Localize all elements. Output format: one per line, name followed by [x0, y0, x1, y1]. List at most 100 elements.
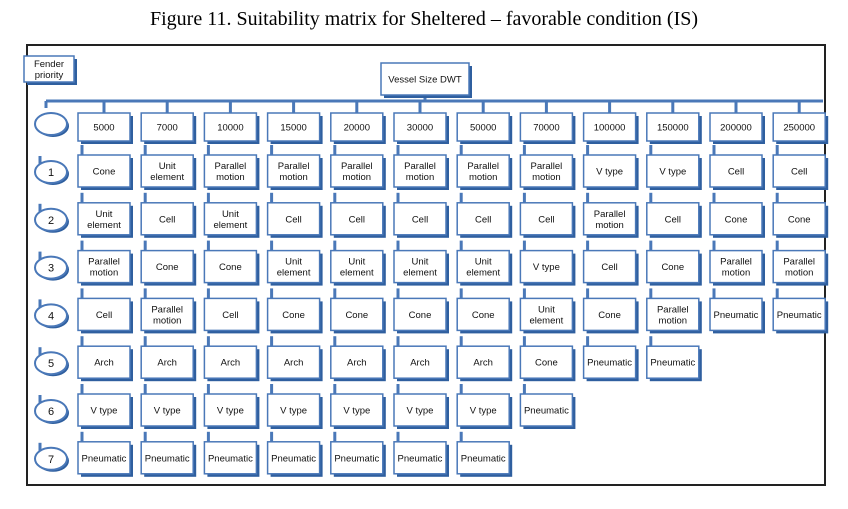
priority-label: 4	[48, 310, 54, 322]
box-label: Pneumatic	[145, 453, 190, 464]
box-face	[709, 202, 763, 236]
box-label: Cell	[475, 214, 491, 225]
box-label: Cone	[409, 310, 432, 321]
box-face	[582, 249, 637, 284]
box-label: Arch	[221, 358, 241, 369]
box-label: Arch	[410, 358, 430, 369]
box-face	[203, 345, 258, 379]
box-face	[709, 297, 763, 332]
priority-oval-3: 3	[34, 255, 69, 281]
box-label: Unit	[285, 257, 302, 268]
box-label: Pneumatic	[398, 453, 443, 464]
box-face	[330, 112, 384, 142]
cell-p7-50000: Pneumatic	[456, 441, 513, 477]
box-label: Unit	[538, 304, 555, 315]
box-face	[519, 112, 574, 142]
box-label: motion	[722, 268, 751, 279]
priority-oval-5: 5	[34, 351, 69, 377]
box-face	[266, 249, 321, 284]
box-face	[23, 55, 75, 83]
priority-label: 2	[48, 215, 54, 227]
box-label: 15000	[280, 123, 306, 134]
cell-p6-7000: V type	[140, 393, 197, 429]
oval-face	[34, 160, 68, 184]
box-face	[709, 249, 763, 284]
box-label: Cell	[285, 214, 301, 225]
box-face	[456, 112, 510, 142]
box-label: Parallel	[467, 161, 499, 172]
cell-p6-15000: V type	[266, 393, 323, 429]
box-label: Pneumatic	[587, 358, 632, 369]
box-label: element	[150, 172, 184, 183]
box-label: 100000	[594, 123, 626, 134]
box-label: priority	[35, 70, 64, 81]
box-label: Cell	[349, 214, 365, 225]
box-label: Cell	[728, 167, 744, 178]
box-label: Pneumatic	[650, 358, 695, 369]
cell-p2-70000: Cell	[519, 202, 576, 238]
box-face	[380, 62, 470, 96]
box-label: Pneumatic	[714, 310, 759, 321]
box-label: V type	[91, 406, 118, 417]
box-label: Unit	[222, 209, 239, 220]
box-face	[456, 393, 510, 427]
box-label: Parallel	[594, 209, 626, 220]
box-face	[77, 297, 131, 332]
box-label: element	[340, 268, 374, 279]
box-face	[646, 297, 700, 332]
box-face	[203, 112, 258, 142]
box-label: V type	[470, 406, 497, 417]
box-label: Unit	[475, 257, 492, 268]
box-label: Arch	[157, 358, 177, 369]
box-label: Cell	[665, 214, 681, 225]
box-label: Parallel	[657, 304, 689, 315]
cell-p5-15000: Arch	[266, 345, 323, 382]
cell-p1-200000: Cell	[709, 154, 765, 190]
box-label: Pneumatic	[271, 453, 316, 464]
box-face	[266, 393, 321, 427]
vessel-size-150000: 150000	[646, 112, 702, 144]
cell-p2-50000: Cell	[456, 202, 513, 238]
cell-p1-5000: Cone	[77, 154, 133, 190]
oval-face	[34, 303, 68, 328]
box-label: element	[466, 268, 500, 279]
cell-p4-10000: Cell	[203, 297, 260, 334]
cell-p4-100000: Cone	[582, 297, 639, 334]
box-label: Unit	[348, 257, 365, 268]
box-label: Cone	[788, 214, 811, 225]
cell-p5-100000: Pneumatic	[582, 345, 639, 382]
cell-p7-15000: Pneumatic	[266, 441, 323, 477]
cell-p7-7000: Pneumatic	[140, 441, 197, 477]
box-face	[266, 202, 321, 236]
oval-face	[34, 351, 68, 376]
box-label: motion	[216, 172, 245, 183]
cell-p7-20000: Pneumatic	[330, 441, 386, 477]
box-label: Cone	[725, 214, 748, 225]
priority-oval-2: 2	[34, 207, 69, 233]
box-label: V type	[533, 262, 560, 273]
box-label: Cone	[472, 310, 495, 321]
box-face	[519, 154, 574, 188]
box-label: Parallel	[341, 161, 373, 172]
cell-p2-15000: Cell	[266, 202, 323, 238]
cell-p2-200000: Cone	[709, 202, 765, 238]
cell-p3-100000: Cell	[582, 249, 639, 286]
vessel-size-100000: 100000	[582, 112, 639, 144]
box-label: 7000	[157, 123, 178, 134]
box-face	[330, 249, 384, 284]
box-label: Arch	[284, 358, 304, 369]
box-label: 10000	[217, 123, 243, 134]
box-face	[77, 154, 131, 188]
box-label: Pneumatic	[524, 406, 569, 417]
box-label: Pneumatic	[208, 453, 253, 464]
box-label: Cell	[159, 214, 175, 225]
cell-p4-200000: Pneumatic	[709, 297, 765, 334]
box-label: Unit	[96, 209, 113, 220]
priority-oval-1: 1	[34, 160, 69, 185]
box-face	[393, 202, 447, 236]
